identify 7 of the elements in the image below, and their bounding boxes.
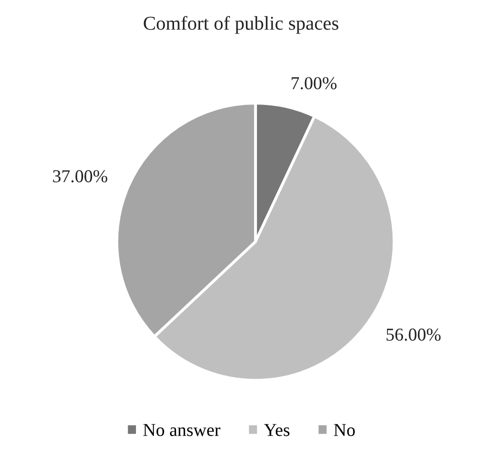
chart-title: Comfort of public spaces [144,16,338,34]
legend-label: Yes [264,424,290,436]
legend-label: No answer [143,424,220,436]
data-label: 56.00% [386,328,441,341]
legend-label: No [334,424,355,436]
data-label: 7.00% [292,77,337,90]
data-label: 37.00% [53,170,108,182]
